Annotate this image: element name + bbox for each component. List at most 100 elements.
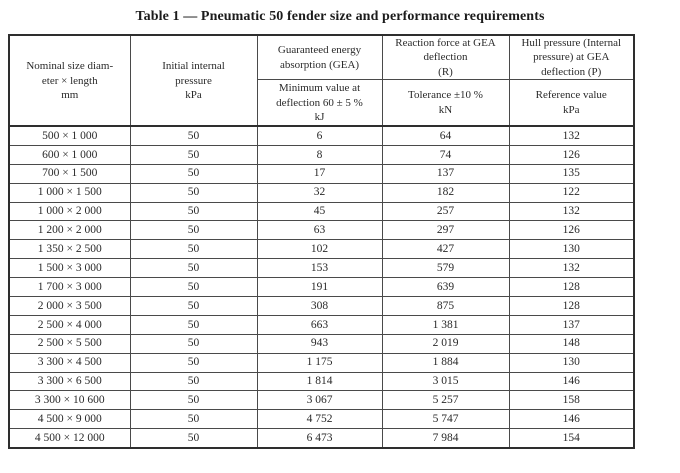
cell-hull-pressure: 132 (508, 125, 635, 146)
table-row: 500 × 1 000 50 6 64 132 (8, 125, 635, 146)
table-row: 1 000 × 1 500 50 32 182 122 (8, 182, 635, 203)
cell-initial-pressure: 50 (129, 277, 258, 297)
cell-nominal-size: 3 300 × 10 600 (8, 390, 131, 411)
cell-nominal-size: 500 × 1 000 (8, 125, 131, 146)
cell-nominal-size: 1 000 × 1 500 (8, 182, 131, 203)
cell-nominal-size: 3 300 × 4 500 (8, 352, 131, 373)
cell-gea: 17 (256, 163, 383, 184)
cell-initial-pressure: 50 (129, 258, 258, 279)
cell-hull-pressure: 130 (508, 352, 635, 373)
cell-gea: 153 (256, 258, 383, 279)
cell-hull-pressure: 128 (508, 277, 635, 297)
cell-initial-pressure: 50 (129, 390, 258, 411)
cell-nominal-size: 2 000 × 3 500 (8, 296, 131, 316)
cell-reaction-force: 64 (381, 125, 510, 146)
header-sub-row: Minimum value at deflection 60 ± 5 % kJ … (9, 78, 635, 128)
cell-gea: 191 (256, 277, 383, 297)
cell-reaction-force: 5 257 (381, 390, 510, 411)
table-row: 1 700 × 3 000 50 191 639 128 (8, 277, 635, 297)
cell-nominal-size: 700 × 1 500 (8, 163, 131, 184)
cell-gea: 8 (256, 144, 383, 165)
cell-nominal-size: 2 500 × 5 500 (8, 333, 131, 354)
table-header: Nominal size diam- eter × length mm Init… (8, 34, 635, 128)
cell-reaction-force: 182 (381, 182, 510, 203)
cell-reaction-force: 74 (381, 144, 510, 165)
cell-reaction-force: 5 747 (381, 409, 510, 430)
table-row: 2 500 × 4 000 50 663 1 381 137 (8, 314, 635, 335)
cell-initial-pressure: 50 (129, 201, 258, 222)
cell-hull-pressure: 135 (508, 163, 635, 184)
header-group-row: Nominal size diam- eter × length mm Init… (8, 34, 635, 128)
cell-reaction-force: 579 (381, 258, 510, 279)
cell-gea: 6 (256, 125, 383, 146)
cell-initial-pressure: 50 (129, 220, 258, 241)
table-row: 1 350 × 2 500 50 102 427 130 (8, 239, 635, 260)
cell-nominal-size: 1 200 × 2 000 (8, 220, 131, 241)
cell-hull-pressure: 130 (508, 239, 635, 260)
cell-initial-pressure: 50 (129, 371, 258, 392)
cell-initial-pressure: 50 (129, 409, 258, 430)
cell-initial-pressure: 50 (129, 333, 258, 354)
cell-gea: 45 (256, 201, 383, 222)
cell-hull-pressure: 132 (508, 258, 635, 279)
cell-hull-pressure: 122 (508, 182, 635, 203)
cell-reaction-force: 1 884 (381, 352, 510, 373)
cell-gea: 1 175 (256, 352, 383, 373)
header-hull-group: Hull pressure (Internal pressure) at GEA… (508, 34, 635, 80)
table-row: 3 300 × 10 600 50 3 067 5 257 158 (8, 390, 635, 411)
cell-hull-pressure: 146 (508, 409, 635, 430)
cell-nominal-size: 4 500 × 9 000 (8, 409, 131, 430)
table-row: 2 500 × 5 500 50 943 2 019 148 (8, 333, 635, 354)
cell-hull-pressure: 128 (508, 296, 635, 316)
header-reaction-sub: Tolerance ±10 % kN (381, 78, 510, 128)
cell-initial-pressure: 50 (129, 125, 258, 146)
header-hull-sub: Reference value kPa (508, 78, 635, 128)
cell-initial-pressure: 50 (129, 182, 258, 203)
cell-reaction-force: 639 (381, 277, 510, 297)
header-gea-group: Guaranteed energy absorption (GEA) (256, 34, 383, 80)
cell-gea: 663 (256, 314, 383, 335)
cell-reaction-force: 3 015 (381, 371, 510, 392)
table-row: 2 000 × 3 500 50 308 875 128 (8, 296, 635, 316)
cell-hull-pressure: 126 (508, 220, 635, 241)
cell-nominal-size: 3 300 × 6 500 (8, 371, 131, 392)
cell-initial-pressure: 50 (129, 352, 258, 373)
cell-nominal-size: 2 500 × 4 000 (8, 314, 131, 335)
document-page: Table 1 — Pneumatic 50 fender size and p… (8, 9, 635, 449)
cell-gea: 102 (256, 239, 383, 260)
cell-gea: 308 (256, 296, 383, 316)
table-row: 600 × 1 000 50 8 74 126 (8, 144, 635, 165)
cell-initial-pressure: 50 (129, 296, 258, 316)
fender-table: Nominal size diam- eter × length mm Init… (8, 34, 635, 449)
table-body: 500 × 1 000 50 6 64 132 600 × 1 000 50 8… (8, 125, 635, 449)
cell-hull-pressure: 146 (508, 371, 635, 392)
cell-reaction-force: 7 984 (381, 428, 510, 449)
table-row: 700 × 1 500 50 17 137 135 (8, 163, 635, 184)
cell-nominal-size: 1 000 × 2 000 (8, 201, 131, 222)
header-reaction-group: Reaction force at GEA deflection (R) (381, 34, 510, 80)
cell-reaction-force: 875 (381, 296, 510, 316)
cell-reaction-force: 137 (381, 163, 510, 184)
cell-gea: 3 067 (256, 390, 383, 411)
cell-nominal-size: 1 350 × 2 500 (8, 239, 131, 260)
cell-initial-pressure: 50 (129, 144, 258, 165)
cell-hull-pressure: 154 (508, 428, 635, 449)
cell-reaction-force: 297 (381, 220, 510, 241)
cell-gea: 4 752 (256, 409, 383, 430)
table-row: 1 500 × 3 000 50 153 579 132 (8, 258, 635, 279)
cell-nominal-size: 4 500 × 12 000 (8, 428, 131, 449)
table-row: 3 300 × 6 500 50 1 814 3 015 146 (8, 371, 635, 392)
table-row: 1 200 × 2 000 50 63 297 126 (8, 220, 635, 241)
cell-initial-pressure: 50 (129, 428, 258, 449)
cell-nominal-size: 600 × 1 000 (8, 144, 131, 165)
cell-gea: 6 473 (256, 428, 383, 449)
header-gea-sub: Minimum value at deflection 60 ± 5 % kJ (256, 78, 383, 128)
cell-nominal-size: 1 500 × 3 000 (8, 258, 131, 279)
table-title: Table 1 — Pneumatic 50 fender size and p… (135, 9, 545, 24)
cell-initial-pressure: 50 (129, 314, 258, 335)
cell-reaction-force: 2 019 (381, 333, 510, 354)
cell-initial-pressure: 50 (129, 163, 258, 184)
cell-hull-pressure: 126 (508, 144, 635, 165)
table-row: 4 500 × 12 000 50 6 473 7 984 154 (8, 428, 635, 449)
table-row: 1 000 × 2 000 50 45 257 132 (8, 201, 635, 222)
